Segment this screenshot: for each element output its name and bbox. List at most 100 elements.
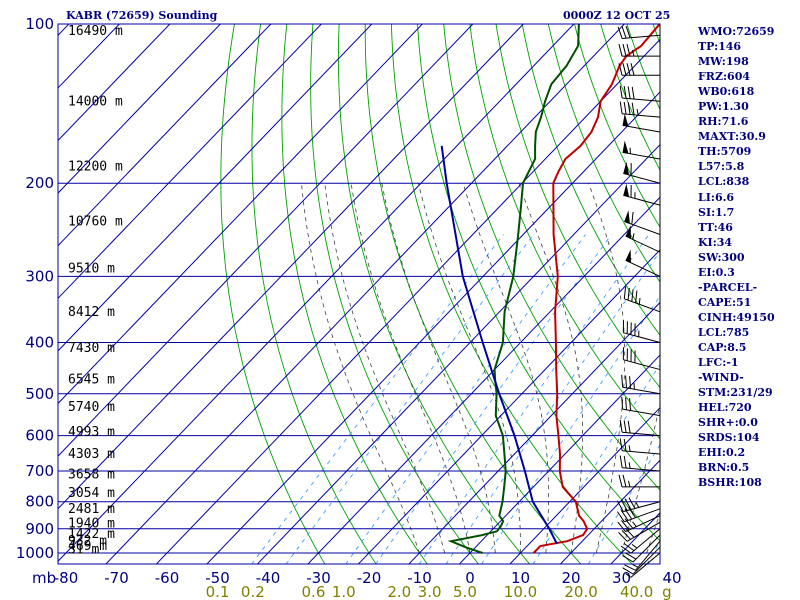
dry-adiabat <box>443 24 660 491</box>
wind-barb <box>619 455 661 472</box>
moist-adiabat <box>462 183 549 554</box>
isotherm <box>256 143 660 564</box>
stat-item: PW:1.30 <box>698 100 749 114</box>
mixing-ratio-line <box>375 234 612 564</box>
stat-item: KI:34 <box>698 235 733 249</box>
profile-layer <box>440 24 660 554</box>
barb-feather <box>627 420 631 434</box>
wind-barb <box>617 515 661 533</box>
height-label: 932 m <box>68 534 107 549</box>
mixing-ratio-label: 5.0 <box>453 583 477 600</box>
barb-feather <box>623 438 627 452</box>
height-label: 7430 m <box>68 341 115 356</box>
mixing-ratio-label: g <box>662 583 672 600</box>
stat-item: L57:5.8 <box>698 160 745 174</box>
moist-adiabat <box>418 183 521 553</box>
moist-adiabat <box>646 511 660 554</box>
barb-feather <box>631 289 634 302</box>
barb-shaft <box>624 508 661 523</box>
mixing-ratio-label: 3.0 <box>418 583 442 600</box>
pressure-tick-label: 100 <box>25 15 54 33</box>
stat-item: WB0:618 <box>698 85 755 99</box>
mixing-ratio-line <box>251 234 504 564</box>
temperature-line <box>532 24 660 554</box>
barb-shaft <box>630 552 661 578</box>
isotherm <box>58 24 373 352</box>
temperature-tick-label: 0 <box>465 569 475 587</box>
wind-barb <box>619 420 661 437</box>
barb-flag <box>624 210 630 224</box>
barb-shaft <box>632 534 661 563</box>
barb-feather <box>621 520 630 531</box>
barb-half-feather <box>632 49 635 57</box>
barb-shaft <box>626 521 661 542</box>
barb-shaft <box>624 221 661 235</box>
barb-feather <box>625 552 637 560</box>
stat-item: LCL:838 <box>698 175 750 189</box>
barb-shaft <box>623 332 661 343</box>
stat-item: LI:6.6 <box>698 190 735 204</box>
barb-feather <box>620 545 632 554</box>
barb-shaft <box>622 386 661 395</box>
pressure-unit-label: mb <box>32 569 56 587</box>
barb-shaft <box>622 124 661 133</box>
barb-shaft <box>622 34 661 39</box>
dry-adiabat <box>390 24 633 564</box>
stat-item: WMO:72659 <box>698 25 775 38</box>
stat-item: STM:231/29 <box>698 386 773 400</box>
barb-feather <box>617 26 623 39</box>
isotherm <box>357 249 660 564</box>
barb-half-feather <box>636 109 639 116</box>
barb-feather <box>618 63 623 76</box>
wind-barb <box>622 320 661 343</box>
barb-feather <box>631 86 635 100</box>
barb-shaft <box>622 450 661 455</box>
barb-feather <box>627 102 631 115</box>
isotherm <box>58 24 323 300</box>
dry-adiabat <box>251 24 377 564</box>
stat-item: -WIND- <box>698 371 744 385</box>
mixing-ratio-label: 0.1 <box>206 583 230 600</box>
temperature-tick-label: -80 <box>54 569 79 587</box>
barb-shaft <box>622 113 661 118</box>
barb-feather <box>616 511 625 523</box>
temperature-tick-label: 20 <box>561 569 580 587</box>
wind-barb <box>625 552 661 578</box>
barb-feather <box>624 498 632 510</box>
barb-flag <box>625 225 631 239</box>
wind-barb <box>623 183 661 206</box>
barb-feather <box>622 43 627 57</box>
barb-half-feather <box>632 564 639 568</box>
wind-barb <box>622 347 661 371</box>
barb-half-feather <box>625 573 632 578</box>
barb-flag <box>622 140 629 154</box>
mixing-ratio-line <box>285 234 535 564</box>
isotherm <box>206 91 660 564</box>
isotherm <box>408 301 660 564</box>
wind-barb <box>623 286 661 313</box>
barb-feather <box>625 528 635 538</box>
barb-feather <box>625 397 627 410</box>
isotherm <box>155 38 660 564</box>
height-label: 5740 m <box>68 400 115 415</box>
wind-barb <box>619 438 661 455</box>
barb-shaft <box>623 359 661 371</box>
stat-item: CINH:49150 <box>698 310 775 324</box>
moist-adiabat <box>518 183 583 554</box>
wind-barbs <box>616 24 661 578</box>
barb-shaft <box>624 298 661 313</box>
height-label: 8412 m <box>68 305 115 320</box>
wind-barb <box>624 540 661 571</box>
barb-feather <box>623 420 627 433</box>
barb-shaft <box>625 515 661 533</box>
barb-shaft <box>623 194 661 206</box>
wind-barb <box>618 521 661 542</box>
barb-feather <box>619 438 623 451</box>
mixing-ratio-label: 40.0 <box>620 583 653 600</box>
barb-shaft <box>625 259 661 277</box>
barb-flag <box>625 249 631 263</box>
temperature-tick-label: -10 <box>407 569 432 587</box>
barb-shaft <box>632 546 661 575</box>
barb-feather <box>622 555 634 563</box>
